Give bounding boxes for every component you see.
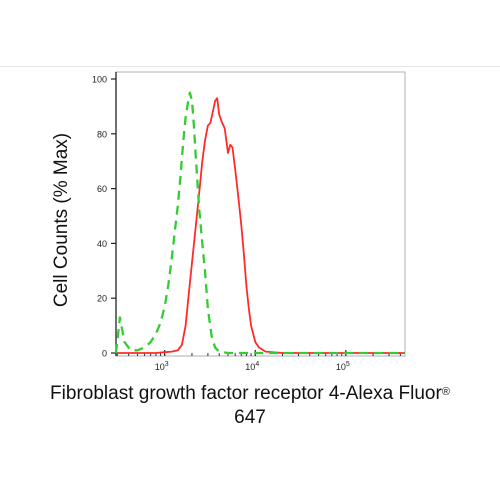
plot-frame <box>115 71 406 357</box>
y-tick-label: 100 <box>92 75 107 85</box>
y-tick-label: 40 <box>97 239 107 249</box>
red-sample-curve <box>116 97 405 354</box>
top-divider <box>0 66 500 67</box>
green-dashed-control-curve <box>114 91 405 355</box>
x-axis-label: Fibroblast growth factor receptor 4-Alex… <box>0 382 500 430</box>
x-axis-label-line2: 647 <box>234 407 266 428</box>
y-tick-label: 0 <box>102 349 107 359</box>
y-tick-label: 20 <box>97 294 107 304</box>
y-tick-label: 60 <box>97 184 107 194</box>
x-axis-label-main: Fibroblast growth factor receptor 4-Alex… <box>50 383 442 404</box>
x-tick-label: 103 <box>155 361 169 372</box>
x-axis-label-registered-mark: ® <box>441 386 450 398</box>
y-axis-label: Cell Counts (% Max) <box>51 132 72 308</box>
x-tick-label: 104 <box>245 361 259 372</box>
x-tick-label: 105 <box>336 361 350 372</box>
y-tick-label: 80 <box>97 129 107 139</box>
